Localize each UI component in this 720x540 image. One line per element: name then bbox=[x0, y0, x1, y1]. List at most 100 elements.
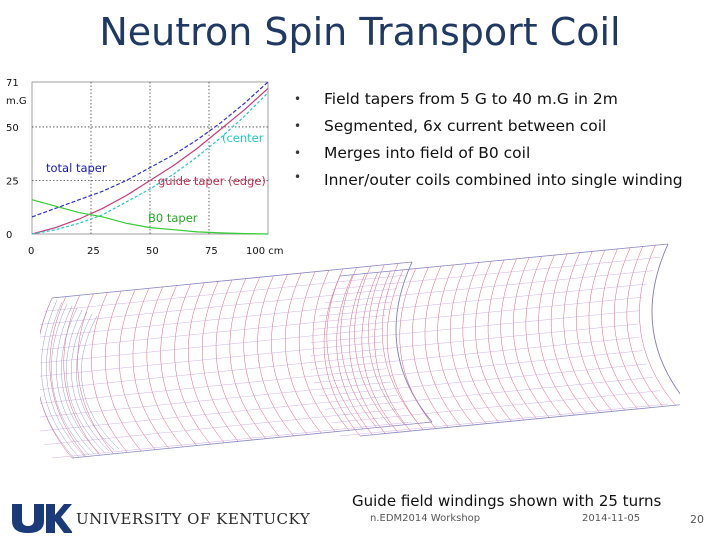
coil-winding-line bbox=[71, 421, 433, 459]
coil-winding-line bbox=[336, 274, 373, 435]
coil-winding-line bbox=[76, 313, 115, 451]
slide-number: 20 bbox=[690, 513, 704, 526]
annotation-center: (center bbox=[222, 131, 264, 145]
coil-winding-line bbox=[51, 421, 413, 459]
coil-winding-line bbox=[71, 311, 110, 452]
coil-winding-line bbox=[450, 263, 487, 424]
coil-winding-line bbox=[118, 289, 156, 450]
slide-title: Neutron Spin Transport Coil bbox=[99, 10, 621, 54]
coil-winding-line bbox=[475, 261, 512, 422]
coil-winding-line bbox=[229, 278, 266, 439]
coil-winding-line bbox=[576, 251, 613, 412]
coil-winding-line bbox=[312, 270, 350, 431]
coil-winding-line bbox=[49, 296, 86, 457]
coil-winding-line bbox=[202, 281, 239, 442]
y-axis-label: m.G bbox=[6, 96, 27, 107]
coil-winding-line bbox=[323, 275, 361, 437]
coil-winding-line bbox=[563, 252, 600, 413]
coil-winding-line bbox=[160, 285, 197, 446]
coil-winding-line bbox=[51, 303, 90, 456]
coil-winding-line bbox=[368, 264, 405, 425]
coil-winding-line bbox=[395, 261, 433, 423]
bullet-item: Merges into field of B0 coil bbox=[294, 140, 714, 167]
coil-winding-line bbox=[340, 267, 377, 428]
coil-winding-line bbox=[349, 273, 386, 434]
coil-winding-line bbox=[412, 267, 449, 428]
coil-winding-line bbox=[354, 266, 391, 427]
coil-winding-line bbox=[550, 253, 588, 414]
coil-winding-line bbox=[651, 243, 680, 395]
coil-winding-line bbox=[326, 268, 363, 430]
coil-winding-line bbox=[56, 305, 95, 455]
coil-winding-line bbox=[41, 299, 80, 458]
bullet-item: Segmented, 6x current between coil bbox=[294, 113, 714, 140]
coil-winding-line bbox=[399, 268, 436, 429]
coil-winding-line bbox=[626, 246, 663, 407]
figure-caption: Guide field windings shown with 25 turns bbox=[352, 492, 662, 510]
coil-winding-line bbox=[40, 328, 384, 364]
coil-winding-line bbox=[424, 266, 462, 427]
coil-winding-line bbox=[332, 390, 661, 423]
coil-winding-line bbox=[44, 275, 405, 312]
coil-winding-line bbox=[298, 271, 336, 432]
series-line-1 bbox=[31, 87, 269, 235]
coil-winding-line bbox=[437, 264, 474, 426]
coil-winding-line bbox=[215, 279, 253, 441]
coil-winding-line bbox=[601, 248, 638, 410]
coil-winding-line bbox=[339, 243, 669, 277]
footer-workshop: n.EDM2014 Workshop bbox=[370, 513, 481, 524]
field-taper-chart: 0 25 50 75 0 25 50 71 m.G 100 cm total taper (c… bbox=[6, 78, 284, 257]
y-tick-label: 25 bbox=[6, 176, 19, 187]
coil-winding-line bbox=[395, 261, 433, 423]
coil-winding-line bbox=[382, 263, 419, 424]
coil-winding-line bbox=[386, 269, 424, 430]
coil-winding-line bbox=[374, 270, 411, 432]
coil-winding-line bbox=[500, 258, 537, 419]
x-tick-label: 75 bbox=[205, 246, 218, 257]
coil-winding-diagram bbox=[40, 243, 680, 459]
coil-winding-line bbox=[651, 243, 680, 395]
coil-winding-line bbox=[285, 272, 322, 434]
coil-winding-line bbox=[462, 262, 499, 423]
coil-winding-line bbox=[51, 261, 413, 299]
annotation-b0-taper: B0 taper bbox=[148, 211, 198, 225]
x-tick-label: 25 bbox=[87, 246, 100, 257]
coil-winding-line bbox=[146, 286, 183, 448]
coil-winding-line bbox=[46, 301, 85, 457]
bullet-item: Field tapers from 5 G to 40 m.G in 2m bbox=[294, 86, 714, 113]
coil-winding-line bbox=[40, 368, 387, 404]
coil-winding-line bbox=[361, 272, 398, 433]
footer-date: 2014-11-05 bbox=[582, 513, 641, 524]
series-line-2 bbox=[31, 92, 269, 235]
coil-winding-line bbox=[257, 275, 294, 436]
coil-winding-line bbox=[538, 254, 575, 416]
coil-winding-line bbox=[132, 288, 170, 449]
coil-winding-line bbox=[318, 283, 647, 317]
coil-winding-line bbox=[81, 315, 120, 450]
annotation-guide-taper-edge: guide taper (edge) bbox=[158, 174, 266, 188]
y-tick-label: 50 bbox=[6, 123, 19, 134]
y-tick-label: 71 bbox=[6, 78, 19, 89]
coil-winding-line bbox=[40, 395, 398, 432]
bullet-list: Field tapers from 5 G to 40 m.G in 2m Se… bbox=[294, 86, 714, 191]
annotation-total-taper: total taper bbox=[46, 161, 107, 175]
coil-winding-line bbox=[40, 341, 383, 377]
coil-winding-line bbox=[40, 355, 384, 390]
x-tick-label: 0 bbox=[28, 246, 34, 257]
coil-winding-line bbox=[40, 297, 75, 459]
coil-winding-line bbox=[44, 408, 405, 445]
coil-winding-line bbox=[339, 403, 669, 437]
coil-winding-line bbox=[243, 277, 280, 438]
coil-winding-line bbox=[324, 377, 654, 410]
coil-winding-line bbox=[318, 363, 647, 397]
coil-winding-line bbox=[91, 292, 128, 453]
coil-winding-line bbox=[359, 404, 680, 437]
university-name: UNIVERSITY OF KENTUCKY bbox=[76, 510, 311, 528]
coil-winding-line bbox=[40, 301, 391, 338]
coil-winding-line bbox=[310, 310, 640, 343]
coil-winding-line bbox=[271, 274, 308, 435]
coil-winding-line bbox=[105, 290, 142, 452]
coil-winding-line bbox=[174, 284, 211, 445]
x-tick-label: 50 bbox=[146, 246, 159, 257]
coil-winding-line bbox=[313, 350, 643, 383]
